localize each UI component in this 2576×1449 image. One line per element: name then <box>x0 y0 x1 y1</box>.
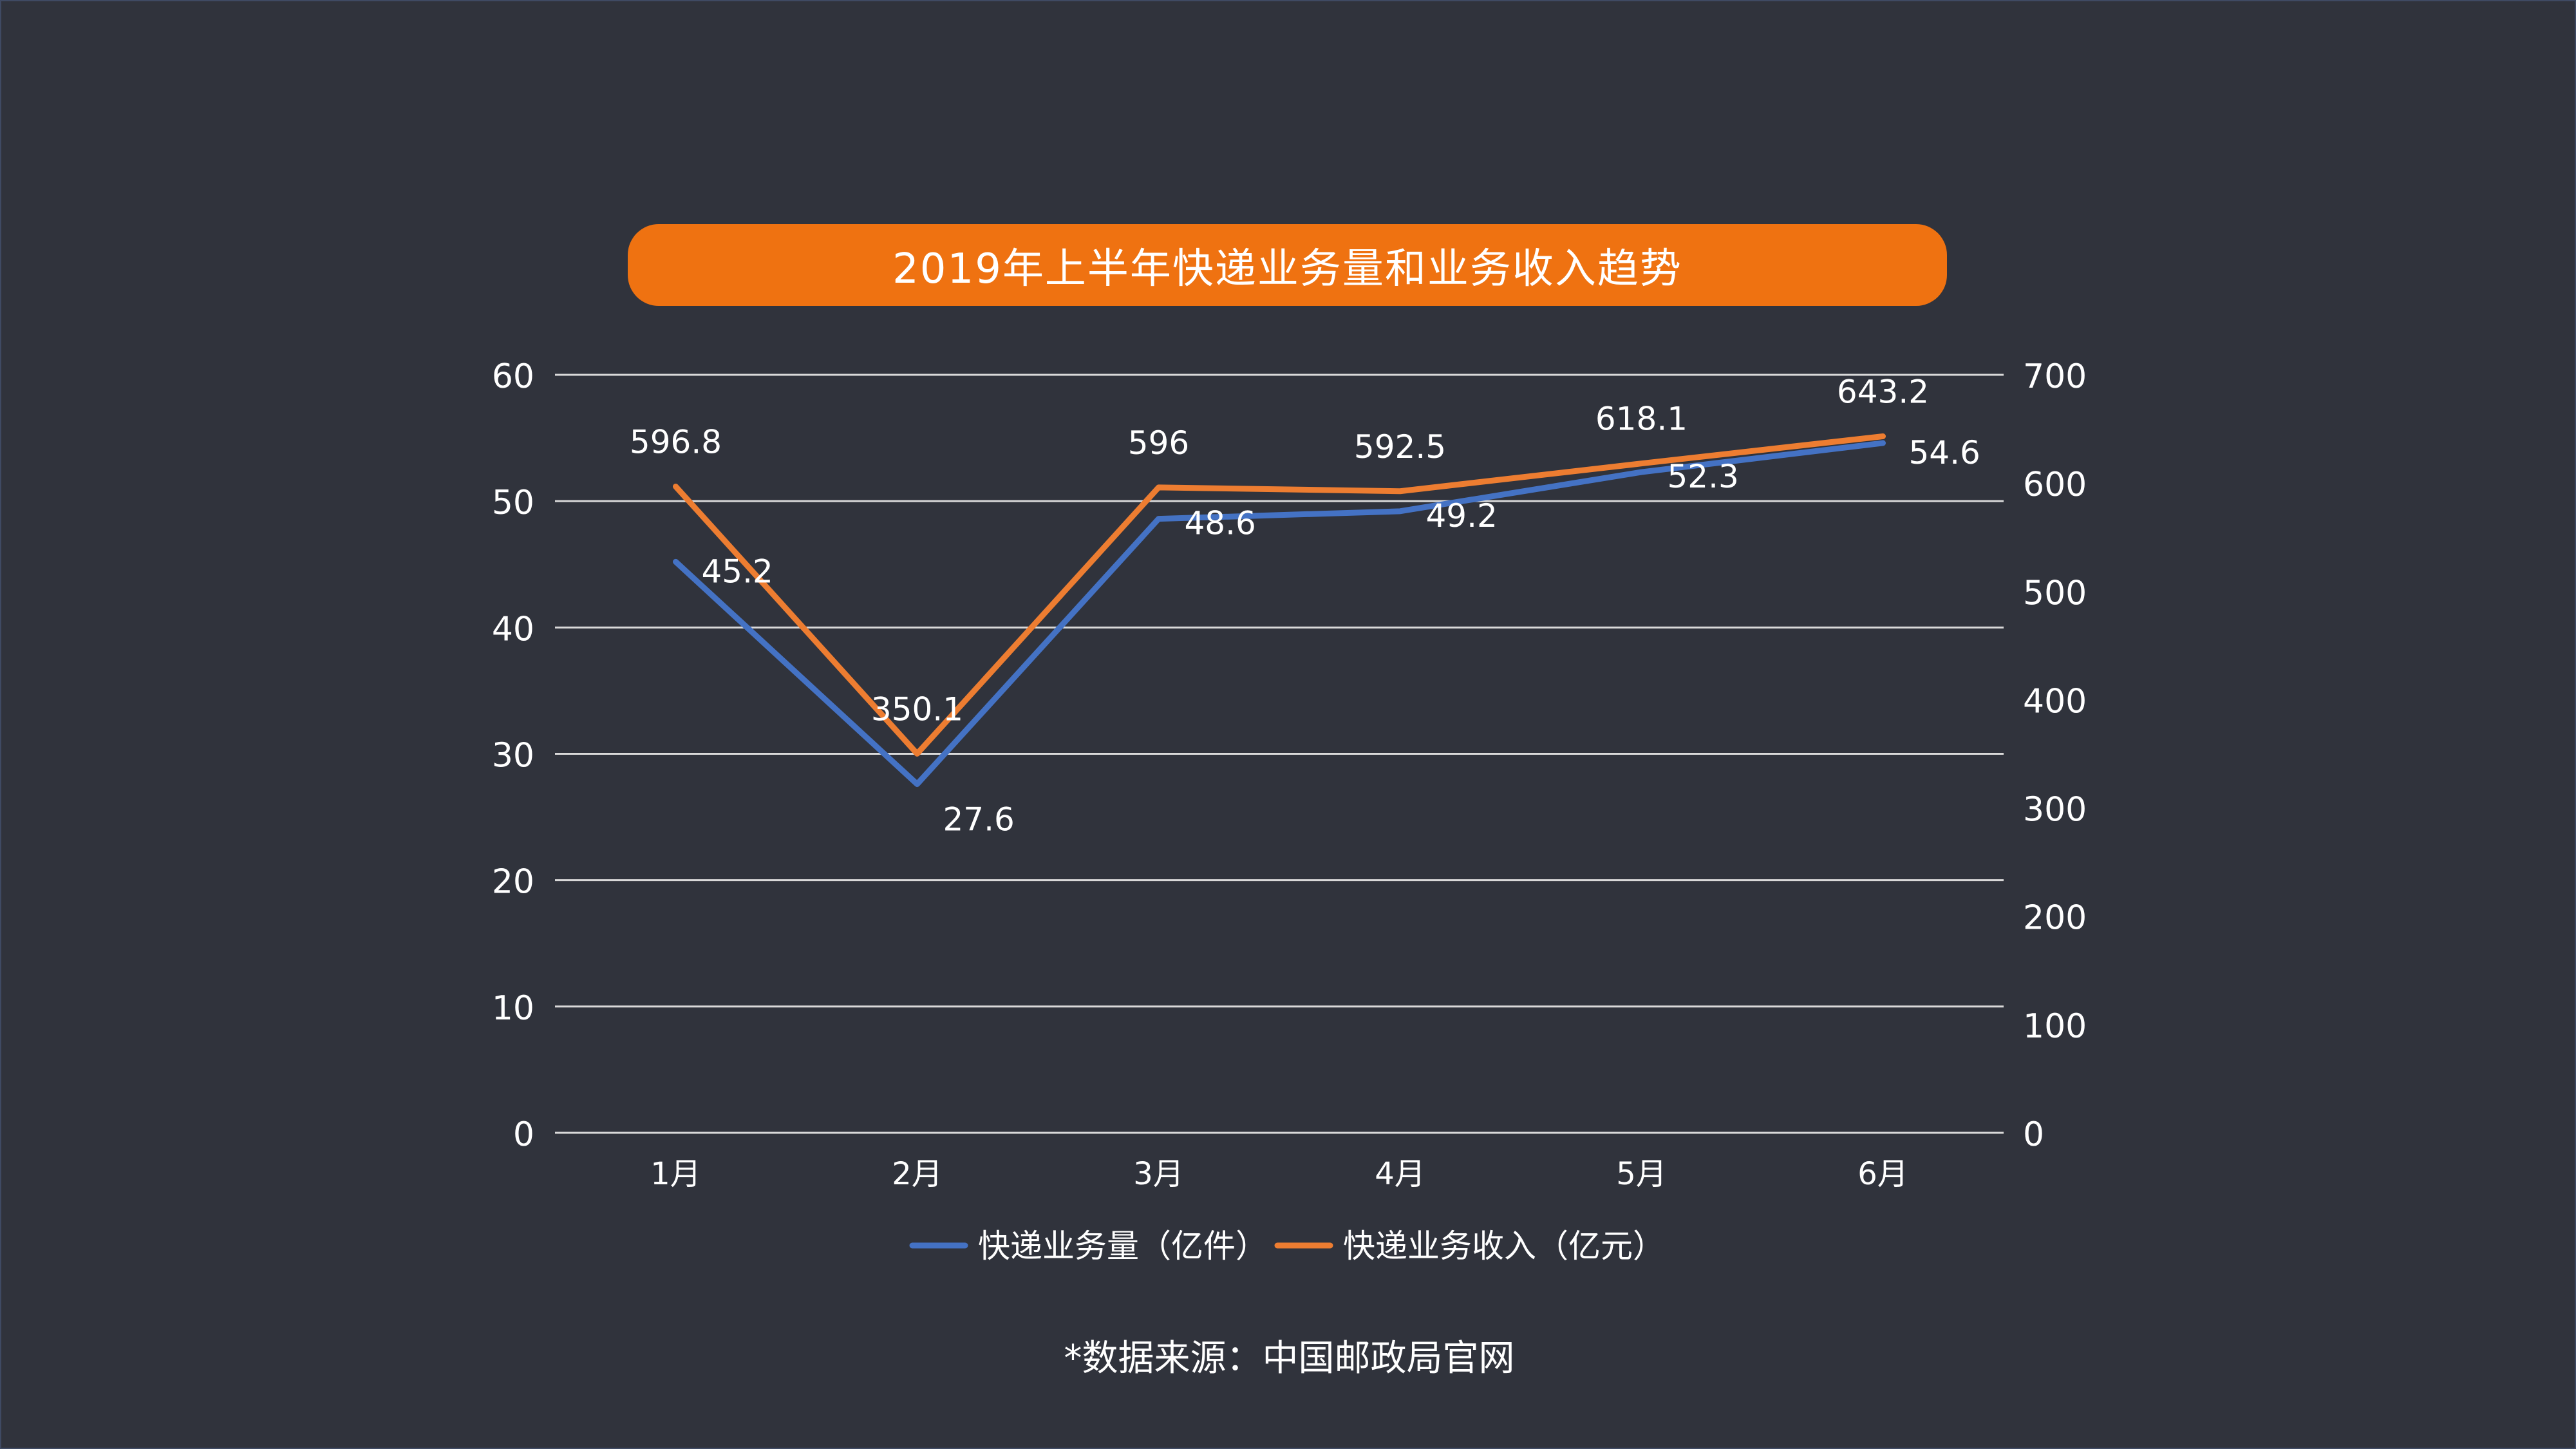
left-axis-tick-label: 20 <box>492 863 534 902</box>
left-axis-tick-label: 0 <box>513 1115 534 1154</box>
right-axis-tick-label: 400 <box>2023 682 2087 721</box>
data-label-revenue: 618.1 <box>1595 401 1688 438</box>
series-line-revenue <box>673 433 1886 757</box>
right-axis-tick-label: 700 <box>2023 357 2087 396</box>
data-labels: 45.2 27.6 48.6 49.2 52.3 54.6 596.8 350.1 596 592… <box>630 374 1980 838</box>
left-axis-tick-label: 10 <box>492 989 534 1028</box>
right-axis-tick-label: 100 <box>2023 1007 2087 1046</box>
data-label-revenue: 643.2 <box>1837 374 1929 411</box>
data-label-revenue: 596.8 <box>630 424 722 461</box>
x-axis-ticks: 1月 2月 3月 4月 5月 6月 <box>650 1156 1908 1192</box>
left-axis-tick-label: 40 <box>492 610 534 649</box>
x-axis-tick-label: 5月 <box>1616 1156 1667 1192</box>
right-axis-tick-label: 200 <box>2023 899 2087 938</box>
source-note: *数据来源：中国邮政局官网 <box>1064 1338 1515 1379</box>
x-axis-tick-label: 1月 <box>650 1156 701 1192</box>
data-label-revenue: 592.5 <box>1354 428 1446 466</box>
x-axis-tick-label: 6月 <box>1857 1156 1908 1192</box>
legend-revenue-label: 快递业务收入（亿元） <box>1343 1227 1665 1265</box>
left-axis-tick-label: 30 <box>492 737 534 775</box>
right-axis-ticks: 0 100 200 300 400 500 600 700 <box>2023 357 2087 1154</box>
data-label-volume: 54.6 <box>1909 434 1980 471</box>
left-axis-ticks: 0 10 20 30 40 50 60 <box>492 357 534 1154</box>
grid-lines <box>555 374 2004 1134</box>
chart-title: 2019年上半年快递业务量和业务收入趋势 <box>892 245 1682 293</box>
data-label-volume: 49.2 <box>1426 497 1498 535</box>
x-axis-tick-label: 3月 <box>1133 1156 1184 1192</box>
data-label-volume: 52.3 <box>1668 458 1739 495</box>
right-axis-tick-label: 0 <box>2023 1115 2044 1154</box>
data-label-volume: 48.6 <box>1185 505 1256 542</box>
chart-title-banner: 2019年上半年快递业务量和业务收入趋势 <box>628 224 1947 306</box>
left-axis-tick-label: 60 <box>492 357 534 396</box>
legend-volume-label: 快递业务量（亿件） <box>978 1227 1268 1265</box>
series-line-volume <box>673 440 1886 788</box>
x-axis-tick-label: 4月 <box>1375 1156 1425 1192</box>
data-label-revenue: 350.1 <box>871 690 963 728</box>
right-axis-tick-label: 500 <box>2023 574 2087 612</box>
series-lines <box>673 433 1886 788</box>
right-axis-tick-label: 600 <box>2023 466 2087 504</box>
data-label-volume: 27.6 <box>943 801 1015 838</box>
x-axis-tick-label: 2月 <box>892 1156 943 1192</box>
left-axis-tick-label: 50 <box>492 484 534 522</box>
legend: 快递业务量（亿件） 快递业务收入（亿元） <box>909 1227 1665 1265</box>
data-label-revenue: 596 <box>1128 424 1189 462</box>
right-axis-tick-label: 300 <box>2023 791 2087 829</box>
data-label-volume: 45.2 <box>702 553 773 590</box>
